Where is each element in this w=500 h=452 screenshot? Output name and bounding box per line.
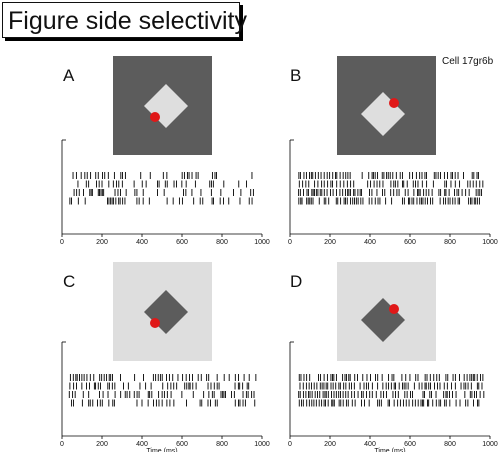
x-tick-label: 800: [216, 239, 228, 246]
red-marker: [389, 304, 399, 314]
panel-letter-b: B: [290, 66, 302, 85]
red-marker: [150, 318, 160, 328]
x-tick-label: 0: [60, 441, 64, 448]
stimulus-d: [337, 262, 436, 361]
x-tick-label: 600: [176, 239, 188, 246]
stimulus-svg: [337, 262, 436, 361]
raster-d: 0 200 400 600 800 1000 Time (ms): [284, 340, 500, 452]
x-tick-label: 0: [60, 239, 64, 246]
panel-letter-d: D: [290, 272, 303, 291]
x-tick-label: 200: [96, 239, 108, 246]
raster-svg: 0 200 400 600 800 1000: [60, 139, 270, 246]
raster-svg: 0 200 400 600 800 1000 Time (ms): [288, 341, 498, 452]
x-tick-label: 0: [288, 441, 292, 448]
figure-title-box: Figure side selectivity: [2, 2, 247, 38]
cell-label: Cell 17gr6b: [442, 56, 494, 67]
x-tick-label: 400: [364, 239, 376, 246]
stimulus-a: [113, 56, 212, 155]
x-tick-label: 800: [216, 441, 228, 448]
x-tick-label: 400: [136, 239, 148, 246]
panel-letter-a: A: [63, 66, 75, 85]
raster-svg: 0 200 400 600 800 1000: [288, 139, 498, 246]
x-tick-label: 400: [364, 441, 376, 448]
raster-c: 0 200 400 600 800 1000 Time (ms): [56, 340, 276, 452]
stimulus-svg: [113, 56, 212, 155]
x-tick-label: 1000: [482, 239, 498, 246]
x-tick-label: 0: [288, 239, 292, 246]
x-tick-label: 800: [444, 239, 456, 246]
red-marker: [150, 112, 160, 122]
figure-title: Figure side selectivity: [8, 7, 247, 35]
x-tick-label: 200: [324, 239, 336, 246]
stimulus-b: [337, 56, 436, 155]
x-tick-label: 200: [96, 441, 108, 448]
x-tick-label: 600: [176, 441, 188, 448]
raster-a: 0 200 400 600 800 1000: [56, 138, 276, 248]
x-tick-label: 600: [404, 239, 416, 246]
x-tick-label: 800: [444, 441, 456, 448]
x-tick-label: 600: [404, 441, 416, 448]
stimulus-svg: [113, 262, 212, 361]
stimulus-c: [113, 262, 212, 361]
x-axis-label: Time (ms): [374, 448, 405, 452]
x-tick-label: 1000: [254, 441, 270, 448]
raster-b: 0 200 400 600 800 1000: [284, 138, 500, 248]
x-tick-label: 1000: [254, 239, 270, 246]
stimulus-svg: [337, 56, 436, 155]
red-marker: [389, 98, 399, 108]
x-tick-label: 200: [324, 441, 336, 448]
panel-letter-c: C: [63, 272, 76, 291]
x-tick-label: 400: [136, 441, 148, 448]
raster-svg: 0 200 400 600 800 1000 Time (ms): [60, 341, 270, 452]
x-axis-label: Time (ms): [146, 448, 177, 452]
x-tick-label: 1000: [482, 441, 498, 448]
